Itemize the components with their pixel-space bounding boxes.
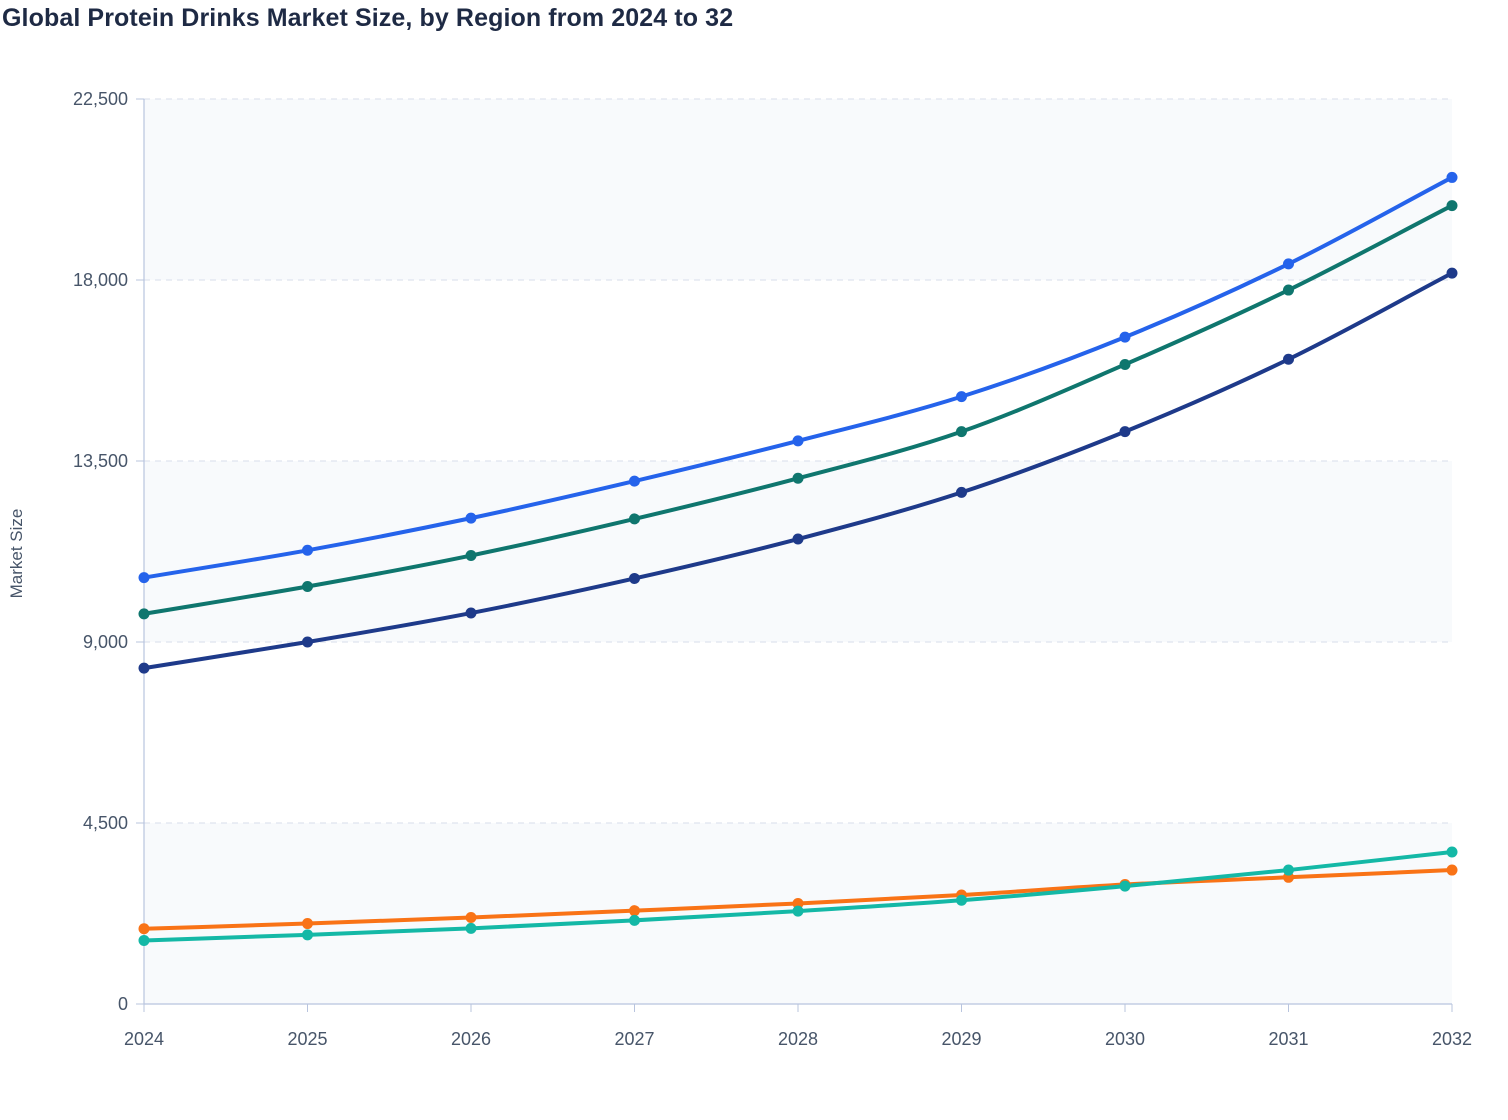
data-point-series-1-2027[interactable] (629, 475, 640, 487)
data-point-series-3-2025[interactable] (302, 636, 313, 648)
series-line-3 (142, 271, 1454, 671)
x-tick-label: 2029 (941, 1029, 981, 1049)
data-point-series-1-2029[interactable] (956, 391, 967, 403)
x-tick-label: 2032 (1432, 1029, 1472, 1049)
data-point-series-2-2029[interactable] (956, 426, 967, 438)
data-point-series-5-2030[interactable] (1119, 880, 1131, 892)
data-point-series-1-2031[interactable] (1283, 258, 1294, 270)
x-tick-label: 2024 (124, 1029, 164, 1049)
data-point-series-3-2029[interactable] (956, 486, 967, 498)
data-point-series-3-2027[interactable] (629, 572, 640, 584)
y-tick-label: 13,500 (73, 451, 128, 471)
x-tick-label: 2031 (1268, 1029, 1308, 1049)
data-point-series-4-2026[interactable] (465, 912, 477, 924)
data-point-series-2-2028[interactable] (792, 472, 804, 484)
data-point-series-2-2027[interactable] (629, 513, 640, 525)
data-point-series-5-2025[interactable] (302, 929, 313, 941)
data-point-series-2-2032[interactable] (1446, 200, 1458, 212)
data-point-series-2-2031[interactable] (1283, 284, 1294, 296)
data-point-series-4-2032[interactable] (1446, 864, 1458, 876)
series-points (138, 171, 1458, 946)
series-line-1 (142, 175, 1454, 580)
y-tick-label: 0 (118, 994, 128, 1014)
y-tick-label: 9,000 (83, 632, 128, 652)
y-tick-label: 18,000 (73, 270, 128, 290)
data-point-series-4-2024[interactable] (138, 923, 150, 935)
data-point-series-5-2029[interactable] (956, 894, 967, 906)
data-point-series-2-2025[interactable] (302, 580, 313, 592)
data-point-series-4-2028[interactable] (792, 897, 804, 909)
data-point-series-2-2024[interactable] (138, 608, 150, 620)
plot-background (144, 99, 1452, 1004)
x-tick-label: 2030 (1105, 1029, 1145, 1049)
series-lines (142, 175, 1454, 943)
data-point-series-5-2032[interactable] (1446, 846, 1458, 858)
data-point-series-5-2024[interactable] (138, 934, 150, 946)
y-tick-label: 4,500 (83, 813, 128, 833)
data-point-series-5-2026[interactable] (465, 922, 477, 934)
data-point-series-1-2025[interactable] (302, 544, 313, 556)
data-point-series-4-2027[interactable] (629, 905, 640, 917)
data-point-series-1-2032[interactable] (1446, 171, 1458, 183)
data-point-series-2-2030[interactable] (1119, 358, 1131, 370)
data-point-series-3-2032[interactable] (1446, 267, 1458, 279)
data-point-series-1-2028[interactable] (792, 435, 804, 447)
chart-title: Global Protein Drinks Market Size, by Re… (2, 4, 734, 32)
x-axis-ticks: 2024 2025 2026 2027 2028 2029 2030 2031 2032 (124, 1004, 1472, 1049)
x-tick-label: 2028 (778, 1029, 818, 1049)
data-point-series-1-2026[interactable] (465, 512, 477, 524)
data-point-series-3-2024[interactable] (138, 662, 150, 674)
data-point-series-4-2025[interactable] (302, 918, 313, 930)
plot-band (144, 99, 1452, 280)
data-point-series-5-2027[interactable] (629, 914, 640, 926)
plot-band (144, 642, 1452, 823)
plot-band (144, 280, 1452, 461)
x-tick-label: 2025 (287, 1029, 327, 1049)
data-point-series-1-2030[interactable] (1119, 331, 1131, 343)
gridlines (144, 98, 1452, 824)
data-point-series-3-2031[interactable] (1283, 353, 1294, 365)
y-axis-title: Market Size (7, 509, 26, 599)
series-line-2 (142, 203, 1454, 616)
y-tick-label: 22,500 (73, 89, 128, 109)
plot-band (144, 461, 1452, 642)
data-point-series-3-2030[interactable] (1119, 426, 1131, 438)
x-tick-label: 2026 (451, 1029, 491, 1049)
x-tick-label: 2027 (614, 1029, 654, 1049)
data-point-series-3-2028[interactable] (792, 533, 804, 545)
y-axis-ticks: 0 4,500 9,000 13,500 18,000 22,500 (73, 89, 144, 1014)
data-point-series-2-2026[interactable] (465, 550, 477, 562)
data-point-series-5-2031[interactable] (1283, 864, 1294, 876)
data-point-series-5-2028[interactable] (792, 905, 804, 917)
data-point-series-1-2024[interactable] (138, 572, 150, 584)
data-point-series-3-2026[interactable] (465, 607, 477, 619)
